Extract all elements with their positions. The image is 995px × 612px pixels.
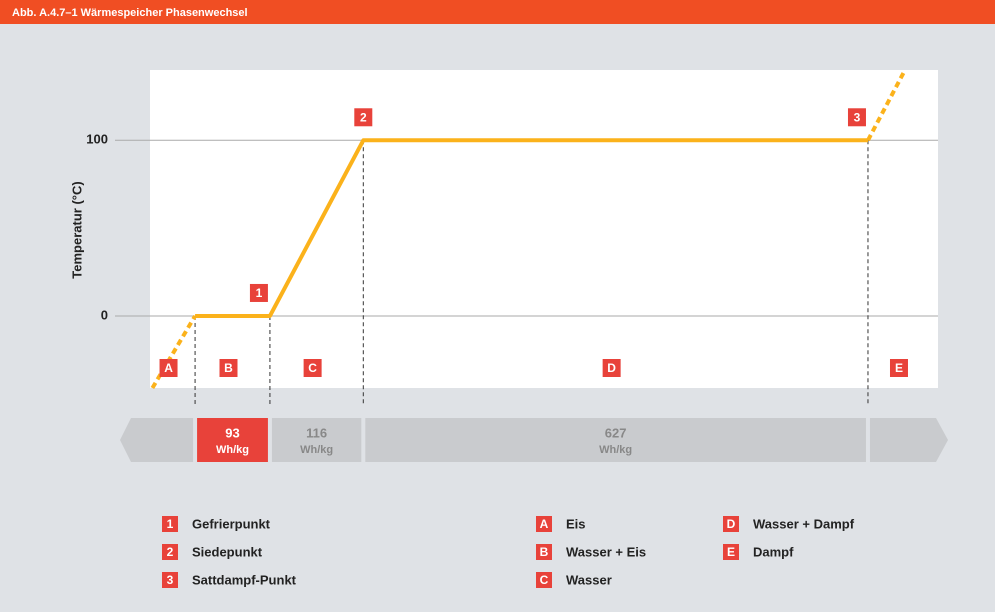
phase-label-box (159, 359, 178, 377)
legend-key: A (540, 517, 549, 531)
energy-segment (365, 418, 866, 462)
extrapolation-line (150, 314, 197, 390)
point-marker-box (249, 283, 268, 302)
energy-value: 116 (306, 425, 327, 440)
phase-label: B (224, 361, 233, 375)
legend-key-box (162, 544, 178, 560)
energy-value: 93 (225, 425, 239, 440)
phase-label-box (602, 359, 621, 377)
legend-key: 3 (167, 573, 174, 587)
phase-label: E (895, 361, 903, 375)
y-tick-label: 100 (86, 132, 108, 147)
header-title: Abb. A.4.7–1 Wärmespeicher Phasenwechsel (12, 7, 248, 19)
legend-key-box (723, 516, 739, 532)
legend-text: Dampf (753, 544, 794, 559)
phase-label-box (303, 359, 322, 377)
y-tick-label: 0 (101, 307, 108, 322)
energy-unit: Wh/kg (216, 444, 249, 456)
phase-label-box (889, 359, 908, 377)
legend-key: E (727, 545, 735, 559)
energy-unit: Wh/kg (599, 444, 632, 456)
legend-key-box (536, 544, 552, 560)
band-right (869, 418, 948, 462)
legend-key: 2 (167, 545, 174, 559)
legend-text: Siedepunkt (192, 544, 263, 559)
band-left (120, 418, 194, 462)
phase-label: D (607, 361, 616, 375)
energy-segment (271, 418, 362, 462)
legend-text: Wasser + Eis (566, 544, 646, 559)
phase-label: C (308, 361, 317, 375)
legend-key-box (723, 544, 739, 560)
legend-key-box (536, 516, 552, 532)
phase-label: A (164, 361, 173, 375)
point-marker: 1 (256, 286, 263, 300)
point-marker-box (354, 108, 373, 127)
legend-text: Eis (566, 516, 586, 531)
legend-key-box (536, 572, 552, 588)
energy-segment (197, 418, 268, 462)
legend-key-box (162, 516, 178, 532)
legend-text: Wasser (566, 572, 612, 587)
legend-key: D (727, 517, 736, 531)
legend-text: Gefrierpunkt (192, 516, 271, 531)
header-bar (0, 0, 995, 24)
legend-key-box (162, 572, 178, 588)
legend-key: 1 (167, 517, 174, 531)
temperature-line (195, 138, 868, 318)
plot-area (150, 70, 938, 388)
legend-text: Wasser + Dampf (753, 516, 855, 531)
legend-text: Sattdampf-Punkt (192, 572, 297, 587)
y-axis-label: Temperatur (°C) (69, 181, 84, 278)
legend-key: B (540, 545, 549, 559)
point-marker-box (847, 108, 866, 127)
energy-value: 627 (605, 425, 627, 440)
point-marker: 3 (854, 110, 861, 124)
extrapolation-line (866, 69, 907, 142)
phase-label-box (219, 359, 238, 377)
point-marker: 2 (360, 110, 367, 124)
energy-unit: Wh/kg (300, 444, 333, 456)
legend-key: C (540, 573, 549, 587)
